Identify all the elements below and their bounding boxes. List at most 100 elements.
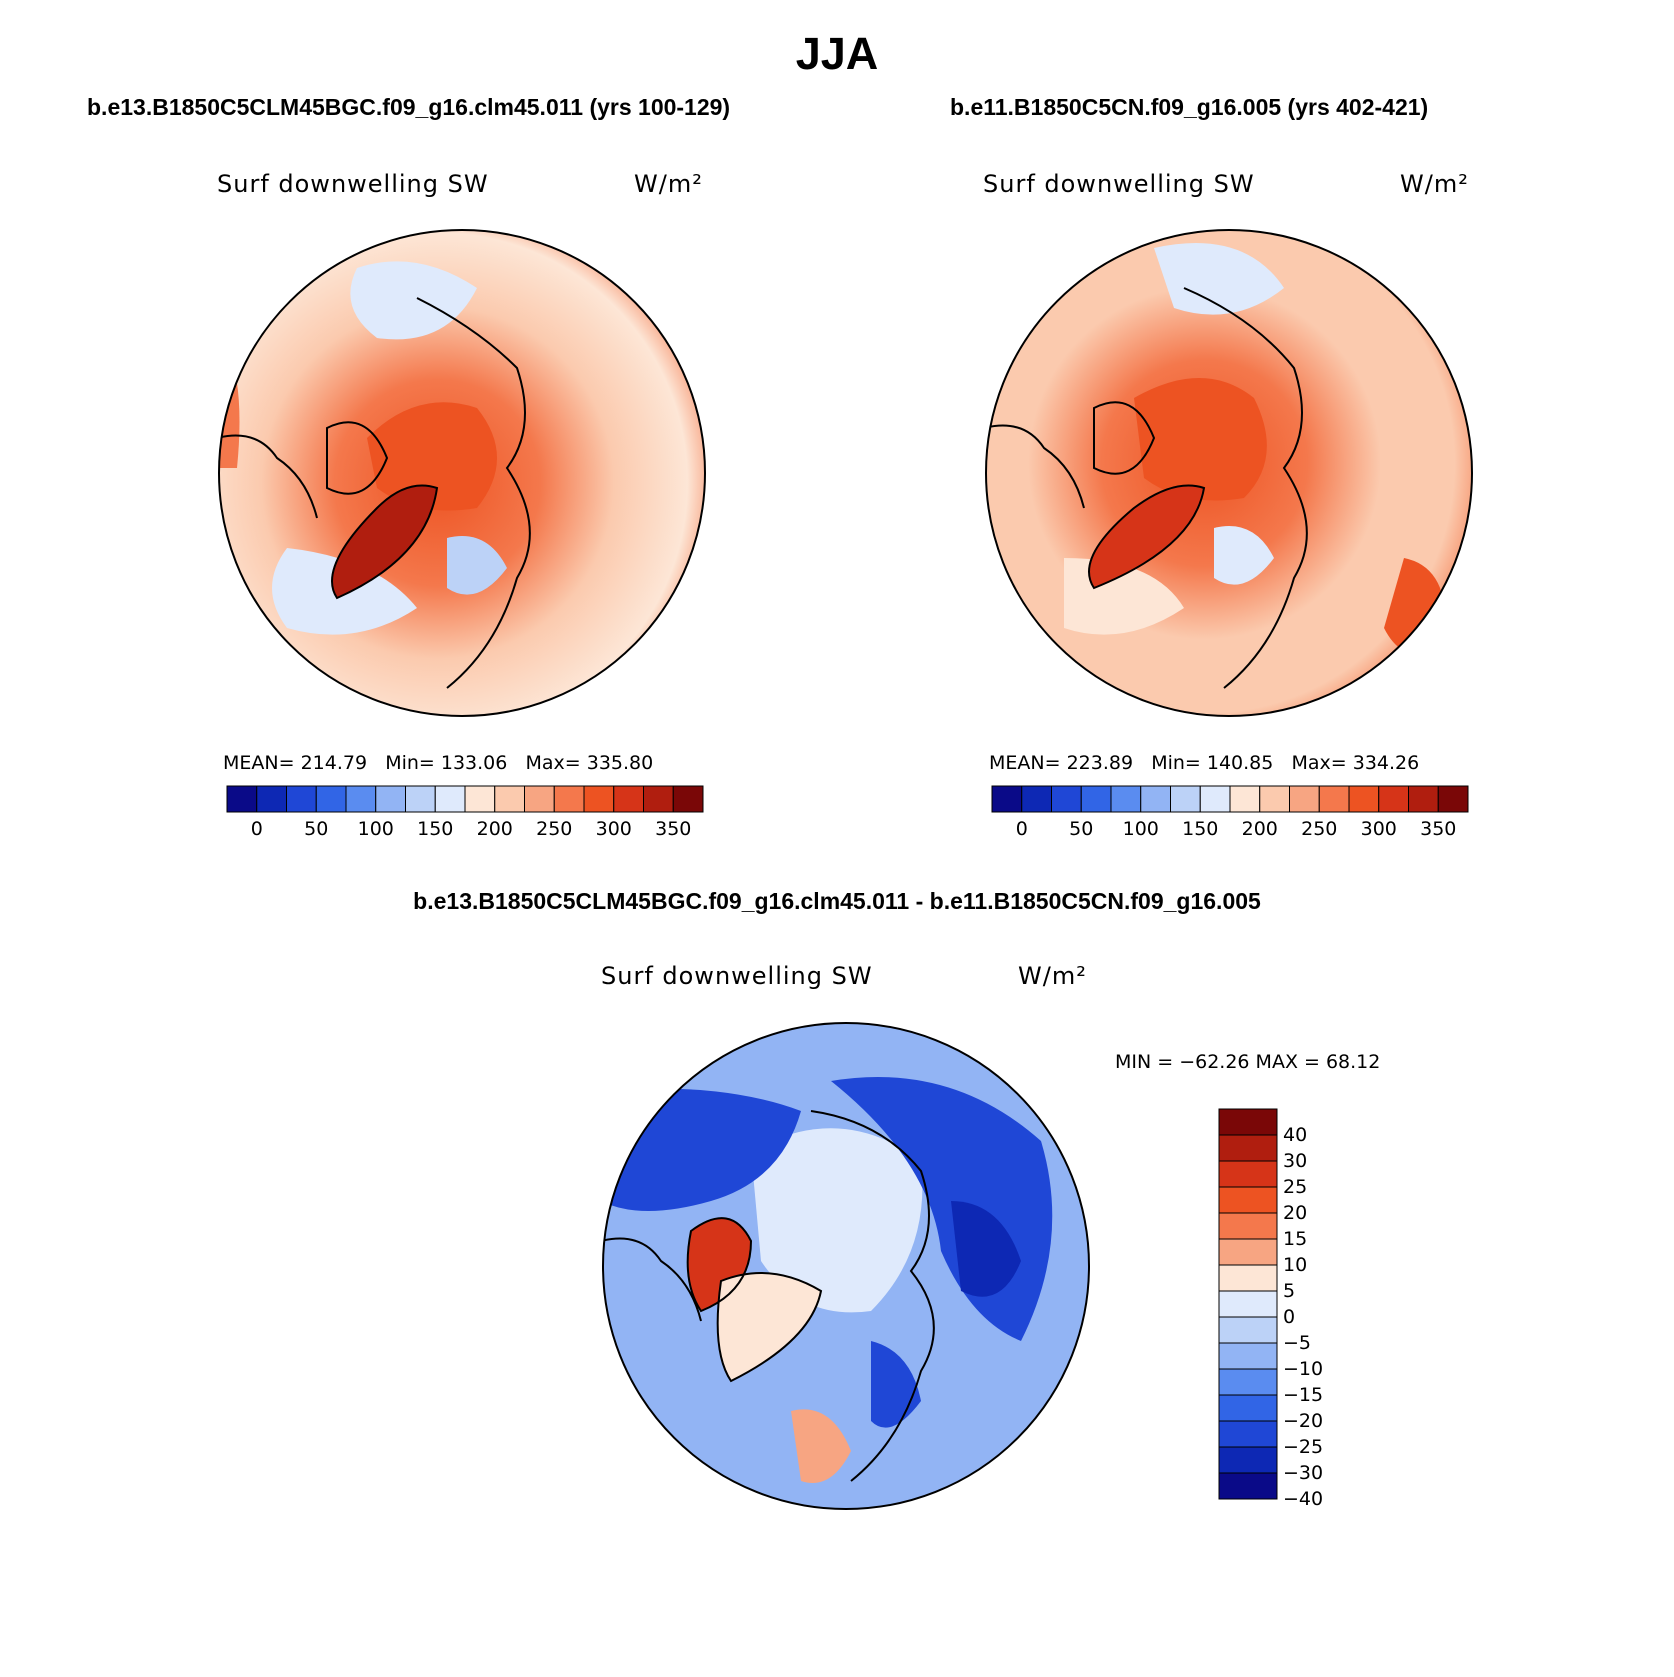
difference-colorbar-tick-label: −15: [1283, 1384, 1324, 1406]
difference-colorbar-tick-label: 0: [1283, 1306, 1296, 1328]
difference-title: b.e13.B1850C5CLM45BGC.f09_g16.clm45.011 …: [413, 888, 1261, 914]
difference-colorbar-tick-label: −30: [1283, 1462, 1324, 1484]
season-title: JJA: [795, 28, 879, 79]
panel1-low-region-norway: [447, 536, 507, 595]
panel1-colorbar-tick-label: 200: [476, 818, 513, 840]
difference-colorbar-segment: [1218, 1342, 1278, 1370]
panel2-colorbar-segment: [1318, 785, 1350, 813]
panel2-colorbar-tick-label: 350: [1420, 818, 1457, 840]
difference-near-zero-greenland: [717, 1273, 821, 1381]
difference-colorbar-segment: [1218, 1160, 1278, 1188]
panel1-colorbar-tick-label: 0: [250, 818, 263, 840]
panel2-colorbar-segment: [1289, 785, 1320, 813]
panel2-min-value: 140.85: [1206, 752, 1274, 774]
panel1-colorbar-segment: [524, 785, 555, 813]
difference-colorbar-segment: [1218, 1186, 1278, 1214]
panel1-coastline-eurasia: [416, 297, 531, 689]
panel1-coastline-greenland: [331, 484, 439, 600]
panel1-colorbar-segment: [256, 785, 287, 813]
panel1-colorbar-segment: [286, 785, 317, 813]
panel2-mean-value: 223.89: [1066, 752, 1134, 774]
difference-colorbar-segment: [1218, 1420, 1278, 1448]
panel1-colorbar-segment: [583, 785, 615, 813]
difference-coastline-greenland: [716, 1272, 823, 1383]
difference-colorbar-segment: [1218, 1316, 1278, 1344]
difference-colorbar-segment: [1218, 1290, 1278, 1318]
panel2-units-label: W/m²: [1400, 170, 1469, 198]
difference-near-zero-arctic: [751, 1128, 923, 1313]
panel1-max-value: 335.80: [586, 752, 654, 774]
difference-colorbar-segment: [1218, 1238, 1278, 1266]
panel2-colorbar-tick-label: 0: [1015, 818, 1028, 840]
difference-colorbar-tick-label: 10: [1283, 1254, 1308, 1276]
panel1-colorbar-tick-label: 150: [417, 818, 454, 840]
panel1-case-title: b.e13.B1850C5CLM45BGC.f09_g16.clm45.011 …: [87, 94, 731, 120]
difference-colorbar-segment: [1218, 1472, 1278, 1500]
difference-colorbar-tick-label: 30: [1283, 1150, 1308, 1172]
difference-map-border: [602, 1022, 1090, 1510]
panel2-colorbar-tick-label: 50: [1069, 818, 1094, 840]
difference-units-label: W/m²: [1018, 962, 1087, 990]
difference-minmax-text: MIN = −62.26 MAX = 68.12: [1115, 1051, 1381, 1073]
panel2-coastline-eurasia: [1183, 287, 1308, 689]
difference-colorbar-tick-label: 5: [1283, 1280, 1296, 1302]
panel1-colorbar-ticks: 0 50 100 150 200 250 300 350: [227, 818, 703, 844]
panel2-map-border: [985, 229, 1473, 717]
panel1-max-label: Max=: [525, 752, 581, 774]
panel1-variable-label: Surf downwelling SW: [217, 170, 489, 198]
panel1-colorbar-segment: [375, 785, 406, 813]
panel2-colorbar-segment: [1140, 785, 1171, 813]
panel1-colorbar-tick-label: 350: [655, 818, 692, 840]
difference-colorbar-ticks: 40 30 25 20 15 10 5 0 −5 −10 −15 −20 −25 −30 −40: [1283, 1109, 1373, 1510]
panel2-colorbar-segment: [1437, 785, 1469, 813]
panel2-min-label: Min=: [1151, 752, 1201, 774]
panel2-colorbar-segment: [1348, 785, 1380, 813]
panel2-colorbar-segment: [1170, 785, 1201, 813]
panel1-colorbar-segment: [613, 785, 644, 813]
panel2-case-title: b.e11.B1850C5CN.f09_g16.005 (yrs 402-421…: [950, 94, 1429, 120]
panel2-colorbar-segment: [1408, 785, 1439, 813]
panel1-coastline-arctic-islands: [326, 421, 389, 495]
panel1-colorbar-tick-label: 50: [304, 818, 329, 840]
difference-strong-negative: [951, 1201, 1021, 1297]
panel1-low-region-pacific: [350, 261, 477, 340]
panel2-polar-map: [985, 229, 1473, 717]
panel2-max-label: Max=: [1291, 752, 1347, 774]
difference-colorbar-segment: [1218, 1264, 1278, 1292]
difference-colorbar-tick-label: 15: [1283, 1228, 1308, 1250]
panel2-colorbar-segment: [1051, 785, 1082, 813]
difference-colorbar-segment: [1218, 1134, 1278, 1162]
difference-colorbar: [1218, 1108, 1278, 1500]
panel2-mean-label: MEAN=: [989, 752, 1061, 774]
panel1-colorbar-segment: [405, 785, 436, 813]
panel2-colorbar-segment: [1199, 785, 1231, 813]
difference-positive-europe: [791, 1409, 851, 1483]
panel2-variable-label: Surf downwelling SW: [983, 170, 1255, 198]
panel1-colorbar-segment: [315, 785, 347, 813]
panel1-stats: MEAN= 214.79 Min= 133.06 Max= 335.80: [223, 752, 653, 774]
difference-colorbar-tick-label: −10: [1283, 1358, 1324, 1380]
difference-variable-label: Surf downwelling SW: [601, 962, 873, 990]
panel1-colorbar-tick-label: 100: [357, 818, 394, 840]
difference-coastline-eurasia: [810, 1110, 935, 1482]
panel1-polar-map: [218, 229, 706, 717]
panel1-colorbar-segment: [345, 785, 377, 813]
panel2-coastline-arctic-islands: [1093, 401, 1156, 475]
panel2-colorbar-segment: [1110, 785, 1142, 813]
difference-polar-map: [602, 1022, 1090, 1510]
difference-colorbar-tick-label: 20: [1283, 1202, 1308, 1224]
difference-colorbar-segment: [1218, 1446, 1278, 1474]
difference-colorbar-segment: [1218, 1368, 1278, 1396]
panel2-high-region-arctic: [1134, 378, 1267, 501]
panel1-high-region-greenland: [332, 485, 437, 598]
difference-colorbar-segment: [1218, 1212, 1278, 1240]
panel1-colorbar-segment: [494, 785, 525, 813]
panel1-units-label: W/m²: [634, 170, 703, 198]
panel2-stats: MEAN= 223.89 Min= 140.85 Max= 334.26: [989, 752, 1419, 774]
difference-colorbar-tick-label: −25: [1283, 1436, 1324, 1458]
panel1-high-region-arctic: [367, 402, 497, 511]
difference-colorbar-tick-label: −40: [1283, 1488, 1324, 1510]
panel2-max-value: 334.26: [1352, 752, 1420, 774]
panel2-colorbar-tick-label: 200: [1241, 818, 1278, 840]
panel1-colorbar-segment: [553, 785, 585, 813]
